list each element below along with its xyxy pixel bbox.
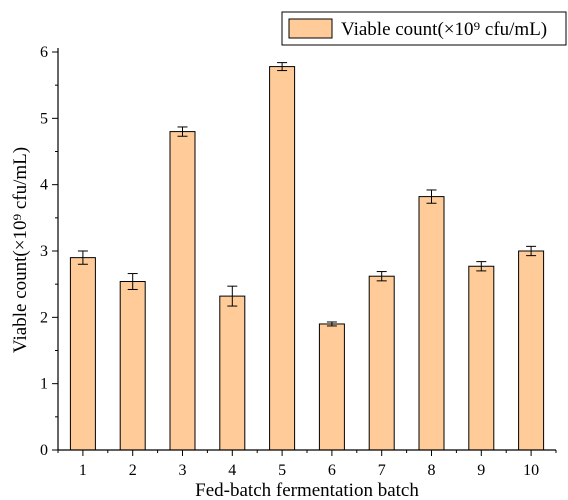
x-tick-label: 2 <box>129 462 137 479</box>
x-ticks-group: 1 2 3 4 5 6 7 8 9 10 <box>57 450 557 479</box>
y-tick-label: 1 <box>40 376 48 393</box>
x-tick-label: 8 <box>428 462 436 479</box>
bar-10 <box>518 250 545 451</box>
x-tick-label: 9 <box>477 462 485 479</box>
error-bar-2 <box>127 273 138 290</box>
legend: Viable count(×10⁹ cfu/mL) <box>281 11 567 46</box>
y-tick-label: 6 <box>40 44 48 61</box>
x-tick-label: 3 <box>179 462 187 479</box>
bar-7 <box>368 275 395 451</box>
y-axis-title: Viable count(×10⁹ cfu/mL) <box>10 147 31 353</box>
x-tick-label: 1 <box>79 462 87 479</box>
legend-swatch <box>288 18 333 39</box>
error-bar-1 <box>77 250 88 265</box>
bar-9 <box>468 265 495 451</box>
bar-8 <box>418 196 445 451</box>
y-tick-label: 0 <box>40 442 48 459</box>
bar-1 <box>69 257 96 451</box>
bar-3 <box>169 131 196 451</box>
y-tick-label: 2 <box>40 309 48 326</box>
error-bar-7 <box>376 271 387 282</box>
x-tick-label: 6 <box>328 462 336 479</box>
error-bar-6 <box>326 321 337 327</box>
error-bar-5 <box>277 62 288 72</box>
error-bar-3 <box>177 126 188 137</box>
error-bar-4 <box>227 285 238 307</box>
bar-5 <box>269 66 296 451</box>
bar-6 <box>318 323 345 451</box>
x-tick-label: 4 <box>228 462 236 479</box>
error-bars-group <box>77 62 537 327</box>
y-tick-label: 3 <box>40 243 48 260</box>
y-ticks-group: 0 1 2 3 4 5 6 <box>40 44 58 459</box>
bars-group <box>69 66 545 451</box>
error-bar-8 <box>426 189 437 204</box>
x-tick-label: 5 <box>278 462 286 479</box>
bar-2 <box>119 281 146 451</box>
x-axis-title: Fed-batch fermentation batch <box>195 480 419 500</box>
error-bar-9 <box>476 261 487 272</box>
x-tick-label: 10 <box>523 462 539 479</box>
y-tick-label: 4 <box>40 177 48 194</box>
bar-4 <box>219 295 246 451</box>
error-bar-10 <box>526 245 537 257</box>
legend-label: Viable count(×10⁹ cfu/mL) <box>341 19 547 40</box>
y-tick-label: 5 <box>40 110 48 127</box>
x-tick-label: 7 <box>378 462 386 479</box>
